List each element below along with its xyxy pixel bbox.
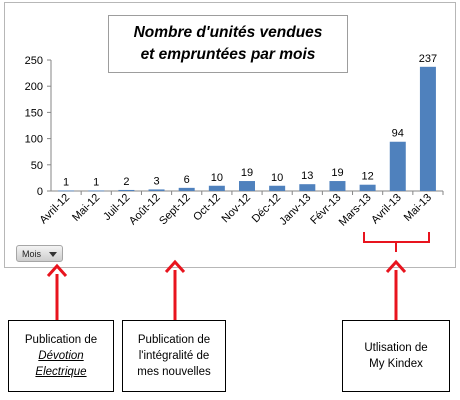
y-tick-label: 150 xyxy=(25,107,43,119)
bar xyxy=(329,181,346,191)
bar xyxy=(359,184,376,191)
arrow-kindex-head xyxy=(385,259,407,274)
caption-kindex: Utlisation de My Kindex xyxy=(342,320,450,392)
data-label: 1 xyxy=(63,176,69,188)
data-label: 2 xyxy=(123,176,129,188)
data-label: 10 xyxy=(211,172,223,184)
x-tick-label: Avril-13 xyxy=(369,192,404,227)
y-tick-label: 0 xyxy=(37,186,43,198)
caption-devotion-line-2: Dévotion xyxy=(38,350,84,362)
bar xyxy=(178,187,195,191)
x-tick-label: Août-12 xyxy=(127,192,163,228)
caption-nouvelles-line-3: mes nouvelles xyxy=(137,366,211,378)
data-label: 19 xyxy=(331,167,343,179)
caption-nouvelles-line-2: l'intégralité de xyxy=(138,350,210,362)
caption-devotion-line-3: Electrique xyxy=(35,366,87,378)
mois-field-label: Mois xyxy=(22,248,42,259)
chart-title: Nombre d'unités vendues et empruntées pa… xyxy=(108,15,348,73)
chart-title-line-1: Nombre d'unités vendues xyxy=(133,24,323,41)
caption-kindex-line-2: My Kindex xyxy=(369,358,423,370)
x-tick-label: Mars-13 xyxy=(337,192,374,229)
data-label: 1 xyxy=(93,176,99,188)
caption-kindex-line-1: Utlisation de xyxy=(364,342,428,354)
y-tick-label: 50 xyxy=(31,160,43,172)
bar xyxy=(299,184,316,191)
x-tick-label: Nov-12 xyxy=(220,192,254,226)
bar xyxy=(239,181,255,191)
y-tick-label: 100 xyxy=(25,134,43,146)
arrow-sept-head xyxy=(164,259,186,274)
bar xyxy=(419,66,436,191)
data-label: 94 xyxy=(392,128,404,140)
x-tick-label: Mai-12 xyxy=(70,192,102,224)
mois-field-dropdown[interactable]: Mois xyxy=(16,245,63,262)
bar xyxy=(389,141,406,191)
x-tick-label: Oct-12 xyxy=(191,192,223,224)
data-label: 3 xyxy=(153,175,159,187)
dropdown-arrow-icon xyxy=(49,252,57,257)
data-label: 10 xyxy=(271,172,283,184)
data-label: 19 xyxy=(241,167,253,179)
caption-devotion-line-1: Publication de xyxy=(24,334,98,346)
bar xyxy=(269,185,286,191)
bracket xyxy=(363,232,430,243)
data-label: 13 xyxy=(301,170,313,182)
data-label: 12 xyxy=(361,171,373,183)
bar xyxy=(118,189,135,191)
x-tick-label: Sept-12 xyxy=(157,192,193,228)
chart-title-line-2: et empruntées par mois xyxy=(140,46,316,63)
data-label: 237 xyxy=(419,53,437,65)
caption-nouvelles: Publication de l'intégralité de mes nouv… xyxy=(122,320,226,392)
caption-devotion: Publication de Dévotion Electrique xyxy=(8,320,114,392)
x-tick-label: Mai-13 xyxy=(402,192,434,224)
caption-nouvelles-line-1: Publication de xyxy=(137,334,211,346)
x-tick-label: Janv-13 xyxy=(277,192,313,228)
arrow-mois-head xyxy=(46,263,68,278)
bar xyxy=(88,190,105,192)
bar xyxy=(208,185,225,191)
data-label: 6 xyxy=(184,174,190,186)
y-tick-label: 250 xyxy=(25,55,43,67)
bar xyxy=(148,189,165,191)
y-tick-label: 200 xyxy=(25,81,43,93)
bar xyxy=(58,190,75,192)
